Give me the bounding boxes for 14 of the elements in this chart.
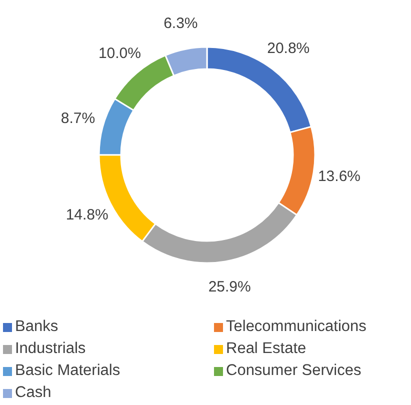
data-label: 20.8% bbox=[267, 40, 310, 58]
legend-label: Real Estate bbox=[226, 340, 306, 358]
data-label: 13.6% bbox=[318, 168, 361, 186]
legend-label: Industrials bbox=[15, 340, 86, 358]
data-label: 25.9% bbox=[208, 278, 251, 296]
legend-label: Consumer Services bbox=[226, 362, 362, 380]
data-label: 6.3% bbox=[164, 15, 198, 32]
legend-label: Telecommunications bbox=[226, 318, 366, 336]
legend-label: Banks bbox=[15, 318, 58, 336]
data-label: 10.0% bbox=[98, 44, 141, 62]
legend-label: Basic Materials bbox=[15, 362, 120, 380]
data-label: 8.7% bbox=[60, 110, 96, 128]
data-label: 14.8% bbox=[66, 206, 108, 224]
legend-label: Cash bbox=[15, 384, 52, 402]
